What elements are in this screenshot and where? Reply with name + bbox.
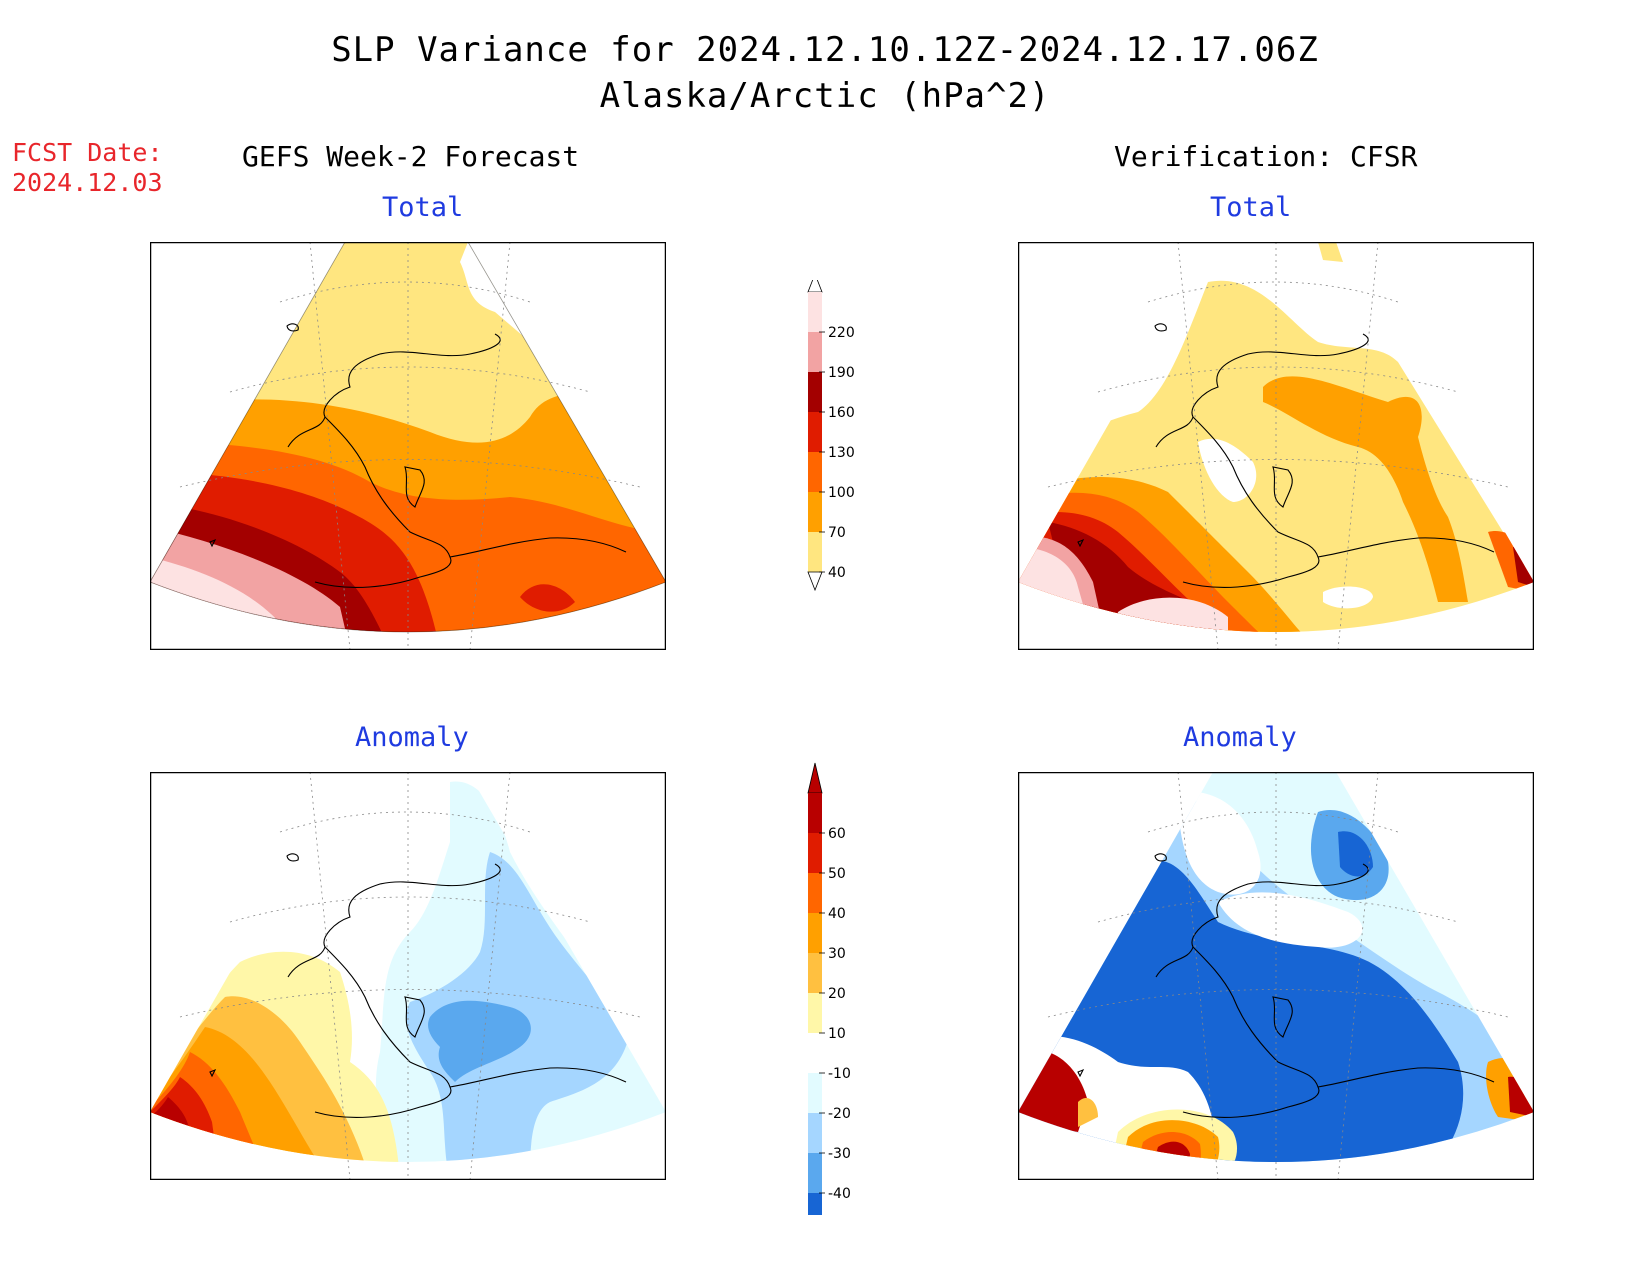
shade-160-190-east — [1513, 547, 1534, 587]
colorbar-top-arrow — [807, 280, 823, 293]
cfsr-anomaly-map — [1018, 772, 1534, 1180]
colorbar-swatch — [808, 292, 822, 332]
bottom-right-panel-title: Anomaly — [1183, 722, 1297, 753]
map-frame — [150, 772, 666, 1180]
colorbar-label: 100 — [828, 485, 855, 501]
colorbar-label: -20 — [828, 1106, 851, 1122]
colorbar-swatch — [808, 913, 822, 953]
colorbar-swatch — [808, 793, 822, 833]
colorbar-label: 40 — [828, 906, 846, 922]
colorbar-swatch — [808, 532, 822, 572]
shade-70-100 — [1263, 376, 1468, 602]
shade-minus-30-40 — [428, 1000, 531, 1082]
graticule — [1047, 242, 1509, 650]
main-title: SLP Variance for 2024.12.10.12Z-2024.12.… — [331, 30, 1319, 70]
colorbar-swatch — [808, 953, 822, 993]
colorbar-swatch — [808, 332, 822, 372]
colorbar-swatch — [808, 1193, 822, 1215]
colorbar-swatch — [808, 452, 822, 492]
shade-130-160-cell — [520, 584, 575, 612]
top-right-panel-title: Total — [1210, 192, 1292, 223]
anomaly-colorbar-swatches — [807, 762, 823, 1215]
colorbar-label: 10 — [828, 1026, 846, 1042]
colorbar-label: 70 — [828, 525, 846, 541]
colorbar-swatch — [808, 873, 822, 913]
colorbar-swatch — [808, 833, 822, 873]
graticule — [179, 772, 641, 1180]
colorbar-swatch — [808, 1113, 822, 1153]
total-colorbar-swatches — [807, 280, 823, 592]
colorbar-swatch — [808, 993, 822, 1033]
colorbar-swatch — [808, 372, 822, 412]
anomaly-colorbar-labels: 60 50 40 30 20 10 -10 -20 -30 -40 — [819, 826, 851, 1202]
colorbar-label: 190 — [828, 365, 855, 381]
colorbar-swatch — [808, 492, 822, 532]
colorbar-label: 60 — [828, 826, 846, 842]
gefs-total-map — [150, 242, 666, 650]
colorbar-label: 160 — [828, 405, 855, 421]
top-left-panel-title: Total — [382, 192, 464, 223]
main-subtitle: Alaska/Arctic (hPa^2) — [599, 76, 1051, 116]
right-column-title: Verification: CFSR — [1114, 140, 1418, 173]
coastline — [1077, 323, 1495, 588]
colorbar-label: 50 — [828, 866, 846, 882]
map-frame — [1018, 242, 1534, 650]
map-frame — [1018, 772, 1534, 1180]
colorbar-top-arrow — [807, 762, 823, 794]
coastline — [209, 853, 627, 1118]
total-colorbar-labels: 220 190 160 130 100 70 40 — [819, 325, 855, 581]
colorbar-label: 220 — [828, 325, 855, 341]
anomaly-colorbar: 60 50 40 30 20 10 -10 -20 -30 -40 — [807, 762, 851, 1215]
map-frame — [150, 242, 666, 650]
bottom-left-panel-title: Anomaly — [355, 722, 469, 753]
gefs-anomaly-map — [150, 772, 666, 1180]
colorbar-label: 130 — [828, 445, 855, 461]
colorbar-label: -40 — [828, 1186, 851, 1202]
shade-neutral-north — [1178, 791, 1261, 895]
shade-40-70-cell — [1318, 242, 1343, 262]
forecast-date: FCST Date: 2024.12.03 — [12, 138, 163, 198]
forecast-date-label: FCST Date: — [12, 138, 163, 167]
colorbar-swatch — [808, 1153, 822, 1193]
colorbar-label: 40 — [828, 565, 846, 581]
colorbar-swatch — [808, 412, 822, 452]
shade-neutral-central — [1218, 892, 1363, 948]
coastline — [209, 323, 627, 588]
colorbar-bottom-arrow — [807, 571, 823, 592]
forecast-date-value: 2024.12.03 — [12, 168, 163, 197]
coastline — [1077, 853, 1495, 1118]
cfsr-total-map — [1018, 242, 1534, 650]
graticule — [1047, 772, 1509, 1180]
shade-minus-20-30-cell — [1458, 1020, 1480, 1039]
total-colorbar: 220 190 160 130 100 70 40 — [807, 280, 855, 592]
left-column-title: GEFS Week-2 Forecast — [242, 140, 580, 173]
colorbar-label: 30 — [828, 946, 846, 962]
colorbar-swatch — [808, 1073, 822, 1113]
colorbar-label: -10 — [828, 1066, 851, 1082]
colorbar-label: -30 — [828, 1146, 851, 1162]
shade-below-40-gulf — [1323, 586, 1373, 609]
shade-60-plus-east — [1508, 1076, 1534, 1117]
colorbar-swatch — [808, 1033, 822, 1073]
graticule — [179, 242, 641, 650]
colorbar-label: 20 — [828, 986, 846, 1002]
shade-20-30-west — [1078, 1097, 1098, 1127]
